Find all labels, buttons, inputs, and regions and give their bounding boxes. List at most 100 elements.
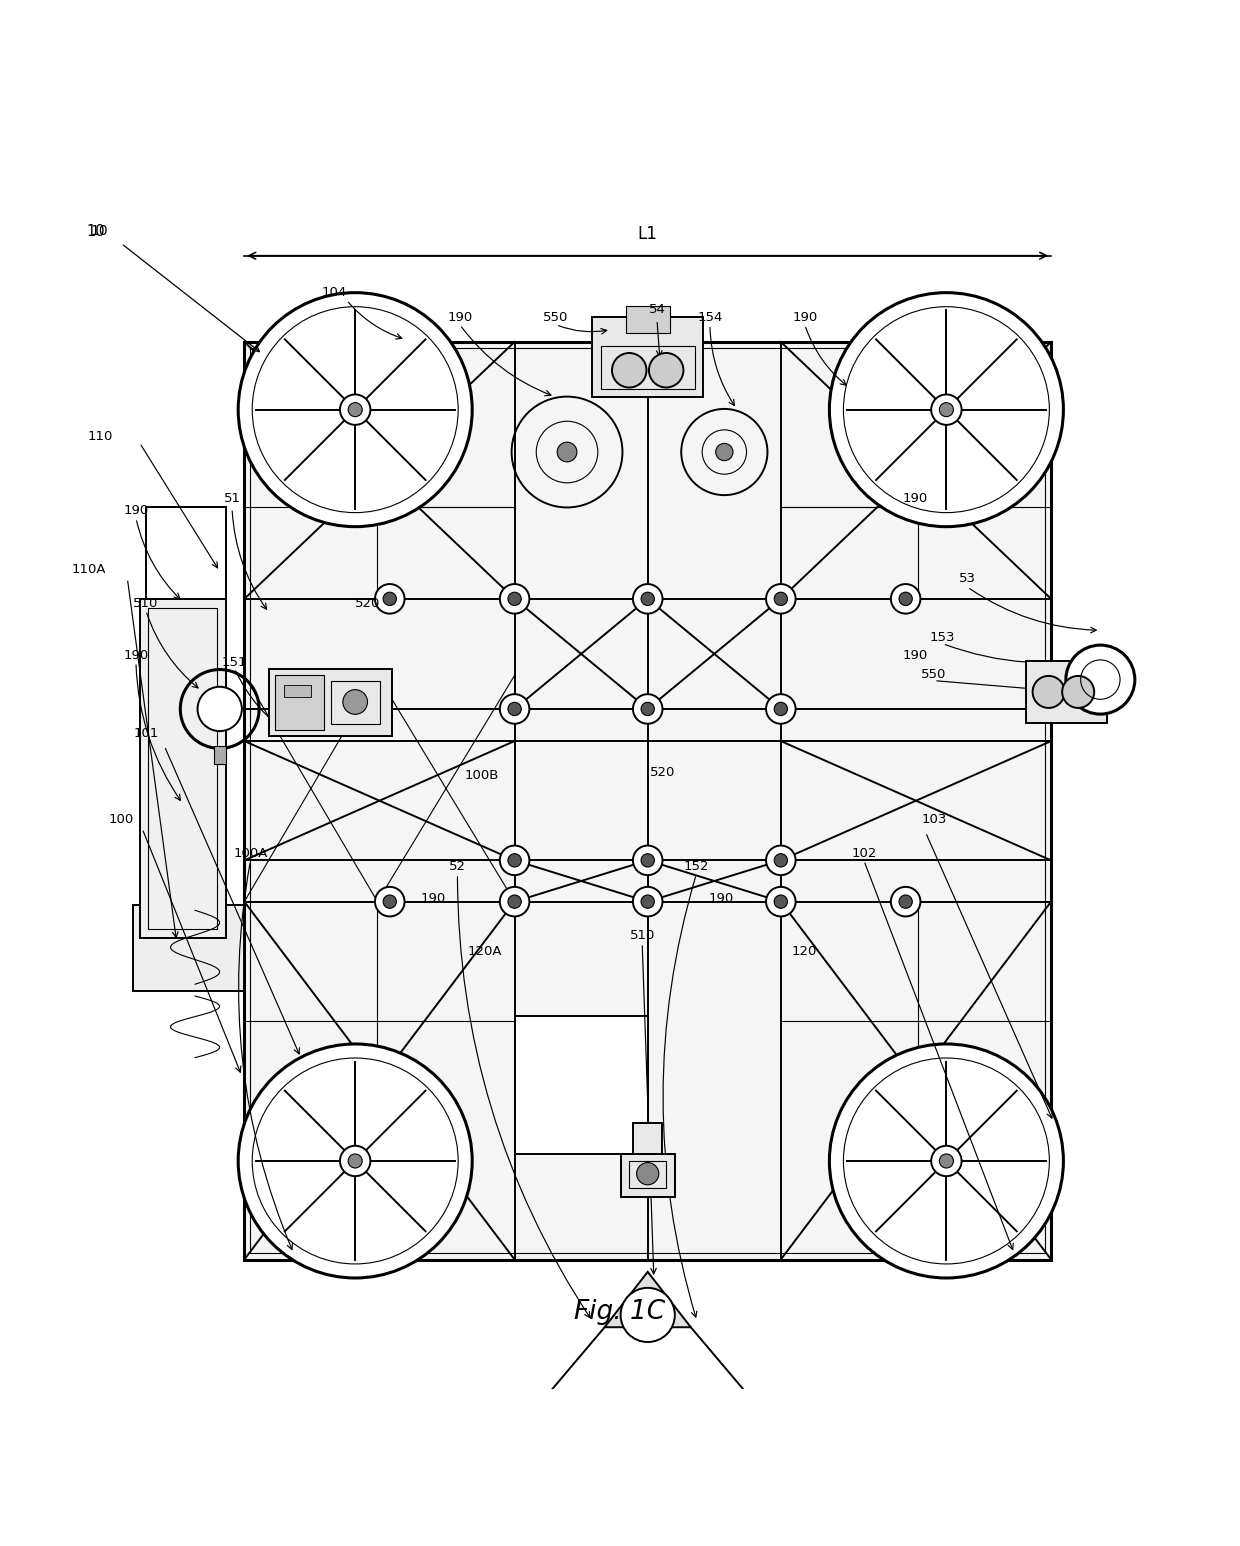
Circle shape	[890, 887, 920, 917]
Circle shape	[500, 584, 529, 614]
Circle shape	[718, 1410, 763, 1455]
Circle shape	[940, 402, 954, 417]
Text: L1: L1	[637, 224, 657, 243]
Circle shape	[340, 394, 371, 425]
Circle shape	[632, 887, 662, 917]
Text: 151: 151	[222, 656, 247, 669]
Text: 550: 550	[921, 668, 947, 680]
Circle shape	[766, 694, 796, 724]
Text: 110A: 110A	[72, 563, 107, 577]
Text: 102: 102	[851, 847, 877, 860]
Text: 100B: 100B	[465, 768, 500, 782]
Text: Fig. 1C: Fig. 1C	[574, 1300, 666, 1325]
Text: 110: 110	[88, 430, 113, 444]
Bar	[1027, 662, 1106, 722]
Bar	[601, 346, 694, 388]
Text: 100: 100	[109, 813, 134, 826]
Bar	[515, 1016, 647, 1153]
Circle shape	[557, 442, 577, 462]
Circle shape	[500, 846, 529, 875]
Circle shape	[766, 584, 796, 614]
Text: 550: 550	[543, 311, 569, 323]
Bar	[625, 306, 670, 334]
Text: 153: 153	[930, 631, 956, 645]
Circle shape	[899, 592, 913, 606]
Text: 190: 190	[448, 311, 472, 323]
Circle shape	[940, 1153, 954, 1167]
Circle shape	[500, 887, 529, 917]
Text: 190: 190	[903, 649, 929, 663]
Circle shape	[649, 352, 683, 388]
Circle shape	[774, 895, 787, 909]
Circle shape	[931, 394, 961, 425]
Circle shape	[766, 887, 796, 917]
Circle shape	[641, 592, 655, 606]
Circle shape	[766, 846, 796, 875]
Circle shape	[931, 1146, 961, 1177]
Text: 190: 190	[708, 892, 734, 904]
Circle shape	[508, 895, 521, 909]
Bar	[284, 685, 311, 697]
Circle shape	[641, 702, 655, 716]
Circle shape	[374, 887, 404, 917]
Text: 152: 152	[683, 860, 709, 873]
Bar	[331, 682, 379, 724]
Circle shape	[715, 444, 733, 461]
Circle shape	[197, 686, 242, 731]
Circle shape	[774, 592, 787, 606]
Circle shape	[348, 402, 362, 417]
Text: 120A: 120A	[467, 945, 502, 959]
Circle shape	[830, 1044, 1064, 1279]
Circle shape	[636, 1163, 658, 1184]
Bar	[521, 1022, 641, 1147]
Circle shape	[632, 694, 662, 724]
Polygon shape	[605, 1272, 691, 1328]
Circle shape	[374, 584, 404, 614]
Bar	[632, 1124, 662, 1153]
Bar	[593, 317, 703, 397]
Bar	[629, 1161, 666, 1189]
Text: 10: 10	[87, 224, 105, 238]
Circle shape	[166, 586, 211, 631]
Circle shape	[508, 592, 521, 606]
Circle shape	[890, 584, 920, 614]
Text: 51: 51	[223, 492, 241, 506]
Circle shape	[343, 690, 367, 714]
Text: 510: 510	[630, 929, 655, 942]
Text: 190: 190	[903, 492, 929, 506]
Circle shape	[1063, 676, 1094, 708]
Circle shape	[166, 788, 211, 832]
Circle shape	[533, 1410, 578, 1455]
Circle shape	[774, 853, 787, 867]
Text: 520: 520	[651, 767, 676, 779]
Circle shape	[383, 895, 397, 909]
Bar	[250, 348, 1045, 1254]
Circle shape	[508, 702, 521, 716]
Circle shape	[830, 292, 1064, 527]
Bar	[269, 669, 392, 736]
Circle shape	[899, 895, 913, 909]
Bar	[153, 507, 226, 911]
Circle shape	[238, 292, 472, 527]
Bar	[140, 598, 226, 938]
Text: 10: 10	[91, 224, 108, 238]
Bar	[149, 608, 217, 929]
Text: 53: 53	[959, 572, 976, 584]
Circle shape	[774, 702, 787, 716]
Circle shape	[641, 853, 655, 867]
Bar	[244, 342, 1052, 1260]
Text: 104: 104	[321, 286, 347, 298]
Text: 101: 101	[133, 727, 159, 741]
Text: 510: 510	[133, 597, 159, 609]
Text: 120: 120	[792, 945, 817, 959]
Circle shape	[348, 1153, 362, 1167]
Bar	[620, 1153, 675, 1197]
Text: 190: 190	[792, 311, 817, 323]
Text: 190: 190	[123, 649, 149, 663]
Circle shape	[632, 846, 662, 875]
Circle shape	[613, 352, 646, 388]
Circle shape	[340, 1146, 371, 1177]
Text: 154: 154	[697, 311, 723, 323]
Circle shape	[238, 1044, 472, 1279]
Text: 54: 54	[649, 303, 666, 317]
